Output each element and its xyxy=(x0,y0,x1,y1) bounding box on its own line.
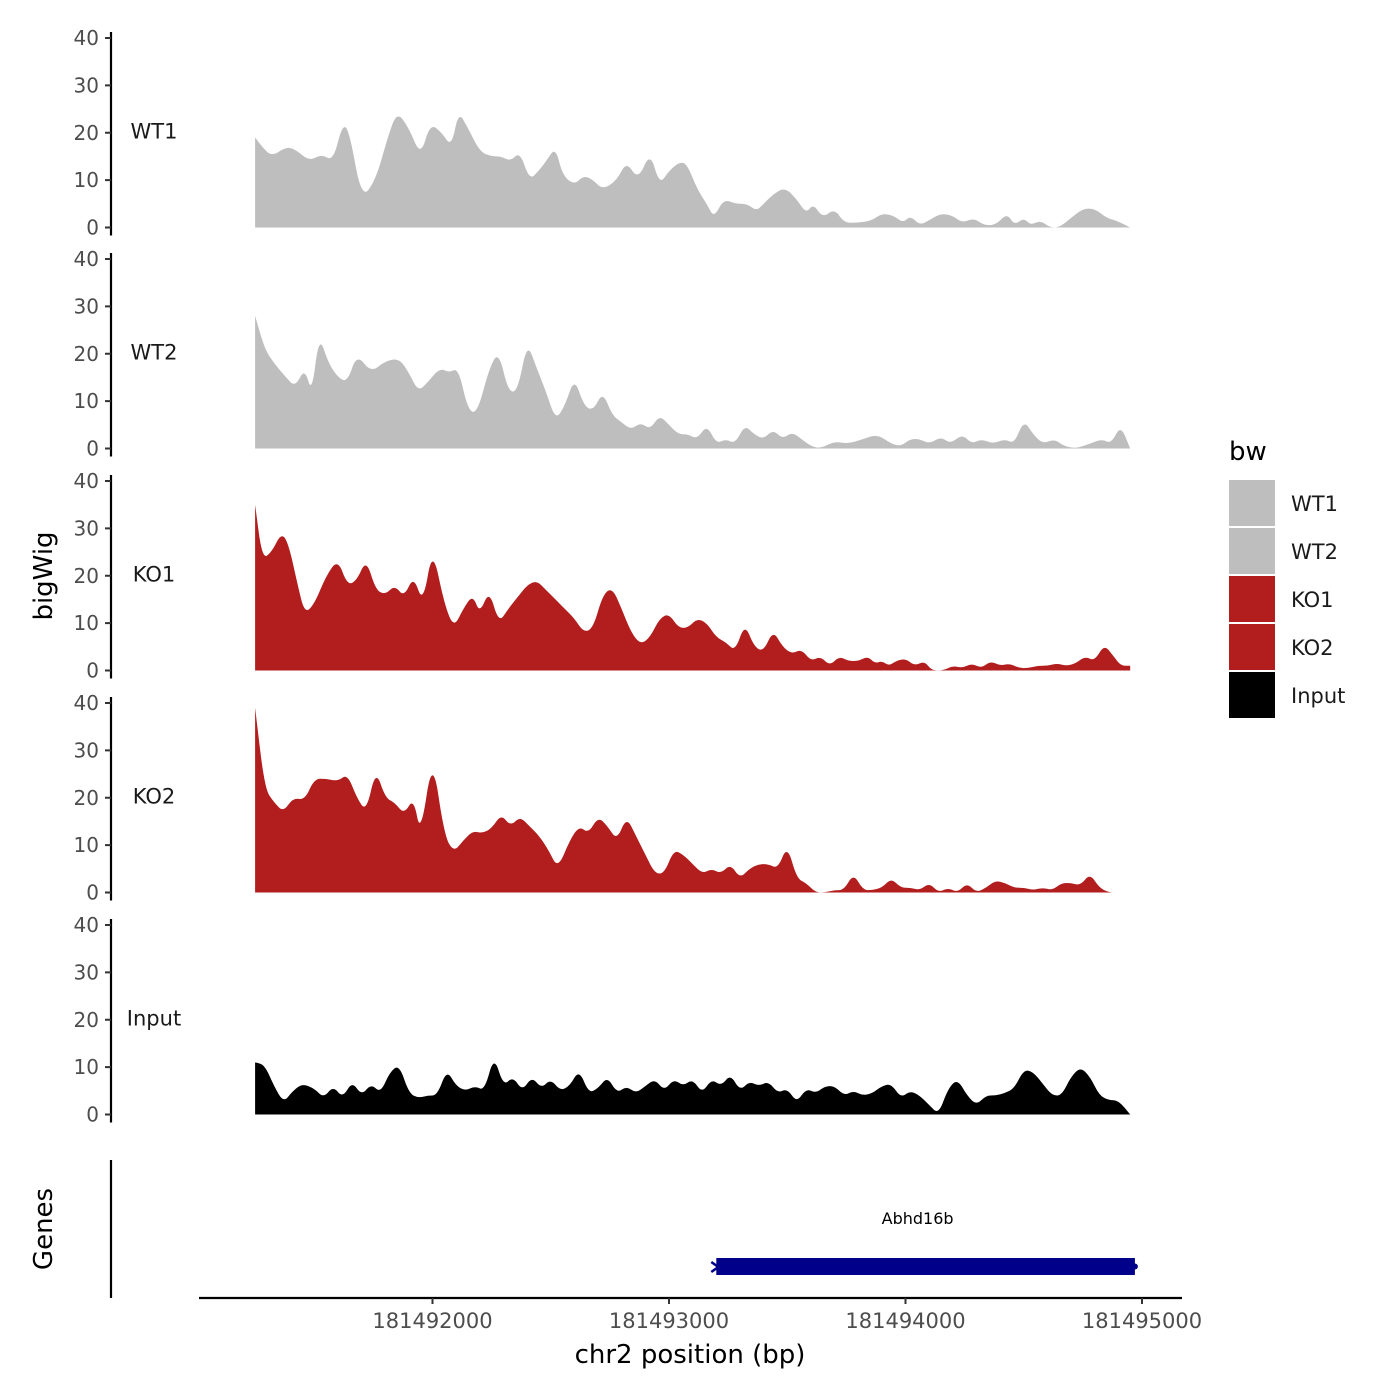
legend-item-wt2: WT2 xyxy=(1229,528,1338,574)
legend-label: KO1 xyxy=(1291,588,1334,612)
legend-swatch xyxy=(1229,624,1275,670)
y-tick-label: 10 xyxy=(74,611,99,635)
gene-panel: Abhd16b xyxy=(109,1160,1138,1298)
gene-end-marker xyxy=(1131,1263,1138,1270)
area-input xyxy=(255,1062,1131,1115)
area-wt2 xyxy=(255,315,1131,449)
legend-items: WT1 WT2 KO1 KO2 Input xyxy=(1229,480,1345,718)
track-label-input: Input xyxy=(127,1006,181,1030)
y-tick-label: 0 xyxy=(86,437,99,461)
legend-label: Input xyxy=(1291,684,1345,708)
y-tick-label: 30 xyxy=(74,738,99,762)
legend-label: WT1 xyxy=(1291,492,1338,516)
legend-title: bw xyxy=(1229,437,1267,467)
x-tick-label: 181493000 xyxy=(609,1309,729,1333)
y-tick-label: 30 xyxy=(74,73,99,97)
track-ko2: 0 10 20 30 40 KO2 xyxy=(74,691,1131,905)
legend-swatch xyxy=(1229,480,1275,526)
y-tick-label: 0 xyxy=(86,216,99,240)
x-tick-label: 181495000 xyxy=(1082,1309,1202,1333)
x-axis: 181492000 181493000 181494000 181495000 xyxy=(199,1296,1202,1333)
legend-label: WT2 xyxy=(1291,540,1338,564)
y-tick-label: 30 xyxy=(74,960,99,984)
track-input: 0 10 20 30 40 Input xyxy=(74,913,1131,1127)
y-tick-label: 30 xyxy=(74,294,99,318)
legend: bw WT1 WT2 KO1 KO2 Input xyxy=(1229,437,1345,718)
legend-item-ko2: KO2 xyxy=(1229,624,1334,670)
track-label-wt2: WT2 xyxy=(131,340,178,364)
track-label-ko1: KO1 xyxy=(133,562,176,586)
y-tick-label: 0 xyxy=(86,659,99,683)
gene-label: Abhd16b xyxy=(882,1209,954,1228)
y-tick-label: 40 xyxy=(74,691,99,715)
y-tick-label: 20 xyxy=(74,121,99,145)
area-ko2 xyxy=(255,707,1131,893)
legend-label: KO2 xyxy=(1291,636,1334,660)
gene-abhd16b: Abhd16b xyxy=(710,1209,1138,1275)
x-tick-label: 181494000 xyxy=(845,1309,965,1333)
genes-axis-title: Genes xyxy=(29,1188,59,1270)
y-tick-label: 0 xyxy=(86,1103,99,1127)
y-tick-label: 40 xyxy=(74,469,99,493)
track-wt1: 0 10 20 30 40 WT1 xyxy=(74,26,1131,240)
y-tick-label: 20 xyxy=(74,564,99,588)
y-axis-title: bigWig xyxy=(29,531,59,620)
y-tick-label: 20 xyxy=(74,786,99,810)
x-axis-ticks: 181492000 181493000 181494000 181495000 xyxy=(372,1298,1202,1333)
gene-strand-arrow xyxy=(710,1260,721,1274)
coverage-tracks: 0 10 20 30 40 WT1 0 10 20 30 40 WT2 0 10 20 30 40 KO1 0 10 2… xyxy=(74,26,1131,1127)
legend-item-input: Input xyxy=(1229,672,1345,718)
legend-swatch xyxy=(1229,528,1275,574)
y-tick-label: 10 xyxy=(74,389,99,413)
gene-models: Abhd16b xyxy=(710,1209,1138,1275)
gene-body xyxy=(716,1258,1135,1275)
y-tick-label: 30 xyxy=(74,516,99,540)
y-tick-label: 10 xyxy=(74,1055,99,1079)
y-tick-label: 40 xyxy=(74,913,99,937)
y-tick-label: 20 xyxy=(74,342,99,366)
area-wt1 xyxy=(255,116,1131,228)
y-tick-label: 20 xyxy=(74,1008,99,1032)
y-tick-label: 40 xyxy=(74,247,99,271)
track-wt2: 0 10 20 30 40 WT2 xyxy=(74,247,1131,461)
y-tick-label: 10 xyxy=(74,168,99,192)
track-label-ko2: KO2 xyxy=(133,784,176,808)
y-tick-label: 0 xyxy=(86,881,99,905)
area-ko1 xyxy=(255,504,1131,671)
legend-item-ko1: KO1 xyxy=(1229,576,1334,622)
legend-swatch xyxy=(1229,672,1275,718)
track-ko1: 0 10 20 30 40 KO1 xyxy=(74,469,1131,683)
x-axis-title: chr2 position (bp) xyxy=(575,1340,806,1370)
legend-swatch xyxy=(1229,576,1275,622)
legend-item-wt1: WT1 xyxy=(1229,480,1338,526)
y-tick-label: 40 xyxy=(74,26,99,50)
y-tick-label: 10 xyxy=(74,833,99,857)
track-label-wt1: WT1 xyxy=(131,119,178,143)
x-tick-label: 181492000 xyxy=(372,1309,492,1333)
